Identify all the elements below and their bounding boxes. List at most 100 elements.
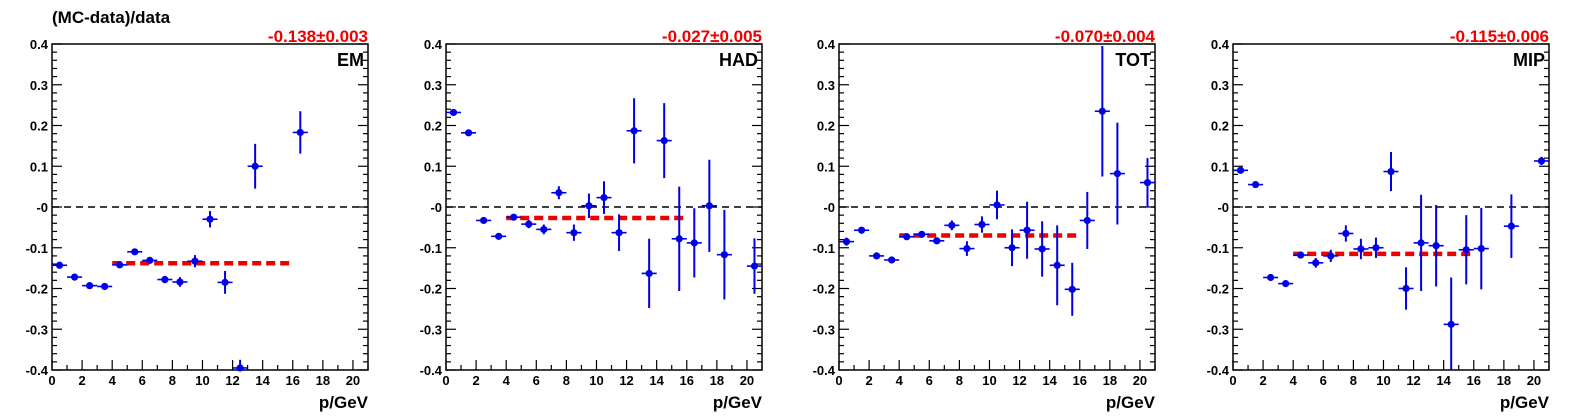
data-point <box>1282 280 1290 288</box>
x-tick-label: 14 <box>1042 373 1057 388</box>
x-axis-label: p/GeV <box>1106 393 1156 412</box>
x-tick-label: 12 <box>1406 373 1420 388</box>
data-point <box>705 202 713 210</box>
x-tick-label: 16 <box>286 373 300 388</box>
data-point <box>540 225 548 234</box>
data-point <box>615 229 623 237</box>
x-tick-label: 4 <box>1290 373 1298 388</box>
data-point <box>993 201 1001 209</box>
y-tick-label: 0.3 <box>817 78 835 93</box>
y-tick-label: -0.1 <box>26 241 48 256</box>
data-point <box>1477 244 1485 253</box>
x-tick-label: 8 <box>563 373 570 388</box>
panel-label: EM <box>337 50 364 70</box>
x-tick-label: 0 <box>835 373 842 388</box>
data-point <box>1447 320 1455 328</box>
x-tick-label: 10 <box>195 373 209 388</box>
y-tick-label: 0.2 <box>1211 119 1229 134</box>
y-tick-label: 0.1 <box>1211 159 1229 174</box>
y-tick-label: 0.4 <box>424 37 443 52</box>
data-point <box>1417 239 1425 247</box>
data-point <box>1327 252 1335 260</box>
y-tick-label: 0.2 <box>817 119 835 134</box>
data-point <box>888 256 896 264</box>
data-point <box>720 251 728 259</box>
x-tick-label: 2 <box>472 373 479 388</box>
figure-ylabel: (MC-data)/data <box>52 8 171 27</box>
x-tick-label: 12 <box>1012 373 1026 388</box>
x-tick-label: 10 <box>1376 373 1390 388</box>
x-tick-label: 10 <box>982 373 996 388</box>
x-tick-label: 2 <box>1259 373 1266 388</box>
x-tick-label: 18 <box>1103 373 1117 388</box>
data-point <box>1068 285 1076 293</box>
x-tick-label: 8 <box>169 373 176 388</box>
x-tick-label: 6 <box>926 373 933 388</box>
y-tick-label: 0.3 <box>30 78 48 93</box>
panel-label: HAD <box>719 50 758 70</box>
data-point <box>857 226 866 234</box>
data-point <box>131 248 139 256</box>
data-point <box>978 220 986 229</box>
y-tick-label: -0.2 <box>420 282 442 297</box>
x-tick-label: 16 <box>680 373 694 388</box>
data-point <box>903 233 911 241</box>
data-point <box>251 162 259 170</box>
x-tick-label: 0 <box>1229 373 1236 388</box>
data-point <box>948 221 956 229</box>
panel-mip: 0 2 4 6 8 10 12 14 16 18 20 -0.4 -0.3 -0.2 -0.1 -0 0.1 0.… <box>1207 27 1550 412</box>
data-point <box>221 278 229 286</box>
data-point <box>750 262 759 270</box>
data-point <box>1402 284 1410 293</box>
data-point <box>55 261 64 269</box>
x-tick-label: 4 <box>896 373 904 388</box>
y-tick-label: -0.3 <box>1207 322 1229 337</box>
y-tick-label: -0 <box>823 200 835 215</box>
data-point <box>464 129 473 137</box>
data-point <box>660 136 668 145</box>
y-tick-label: -0.1 <box>420 241 442 256</box>
y-tick-label: -0.4 <box>420 363 443 378</box>
data-point <box>1507 222 1515 230</box>
x-tick-label: 20 <box>1133 373 1147 388</box>
x-tick-label: 0 <box>442 373 449 388</box>
x-tick-label: 4 <box>109 373 117 388</box>
data-point <box>1083 216 1091 225</box>
data-point <box>1143 178 1152 187</box>
data-point <box>630 127 638 135</box>
x-tick-label: 10 <box>589 373 603 388</box>
data-point <box>191 257 199 265</box>
data-point <box>1312 259 1320 267</box>
fit-result: -0.070±0.004 <box>1055 27 1156 46</box>
data-point <box>600 194 608 202</box>
data-point <box>206 215 214 223</box>
data-point <box>1008 244 1016 252</box>
data-point <box>570 229 578 237</box>
data-point <box>236 364 244 372</box>
data-point <box>296 128 304 137</box>
x-tick-label: 8 <box>1350 373 1357 388</box>
fit-result: -0.027±0.005 <box>662 27 762 46</box>
y-tick-label: -0 <box>1217 200 1229 215</box>
x-tick-label: 2 <box>865 373 872 388</box>
x-tick-label: 18 <box>316 373 330 388</box>
panel-label: TOT <box>1115 50 1151 70</box>
y-tick-label: -0.3 <box>420 322 442 337</box>
x-tick-label: 12 <box>225 373 239 388</box>
y-tick-label: -0.2 <box>813 282 835 297</box>
data-point <box>918 230 926 238</box>
data-point <box>555 189 563 197</box>
y-tick-label: 0.2 <box>30 119 48 134</box>
data-point <box>690 239 698 247</box>
data-point <box>1387 167 1395 176</box>
x-tick-label: 4 <box>503 373 511 388</box>
y-tick-label: -0.4 <box>1207 363 1230 378</box>
fit-result: -0.115±0.006 <box>1450 27 1549 46</box>
data-point <box>480 216 488 225</box>
y-tick-label: -0 <box>36 200 48 215</box>
x-tick-label: 16 <box>1073 373 1087 388</box>
panel-em: 0 2 4 6 8 10 12 14 16 18 20 -0.4 -0.3 -0.2 -0.1 -0 0.1 0.… <box>26 27 369 412</box>
data-point <box>116 261 124 269</box>
y-tick-label: 0.3 <box>1211 78 1229 93</box>
data-point <box>161 275 169 284</box>
